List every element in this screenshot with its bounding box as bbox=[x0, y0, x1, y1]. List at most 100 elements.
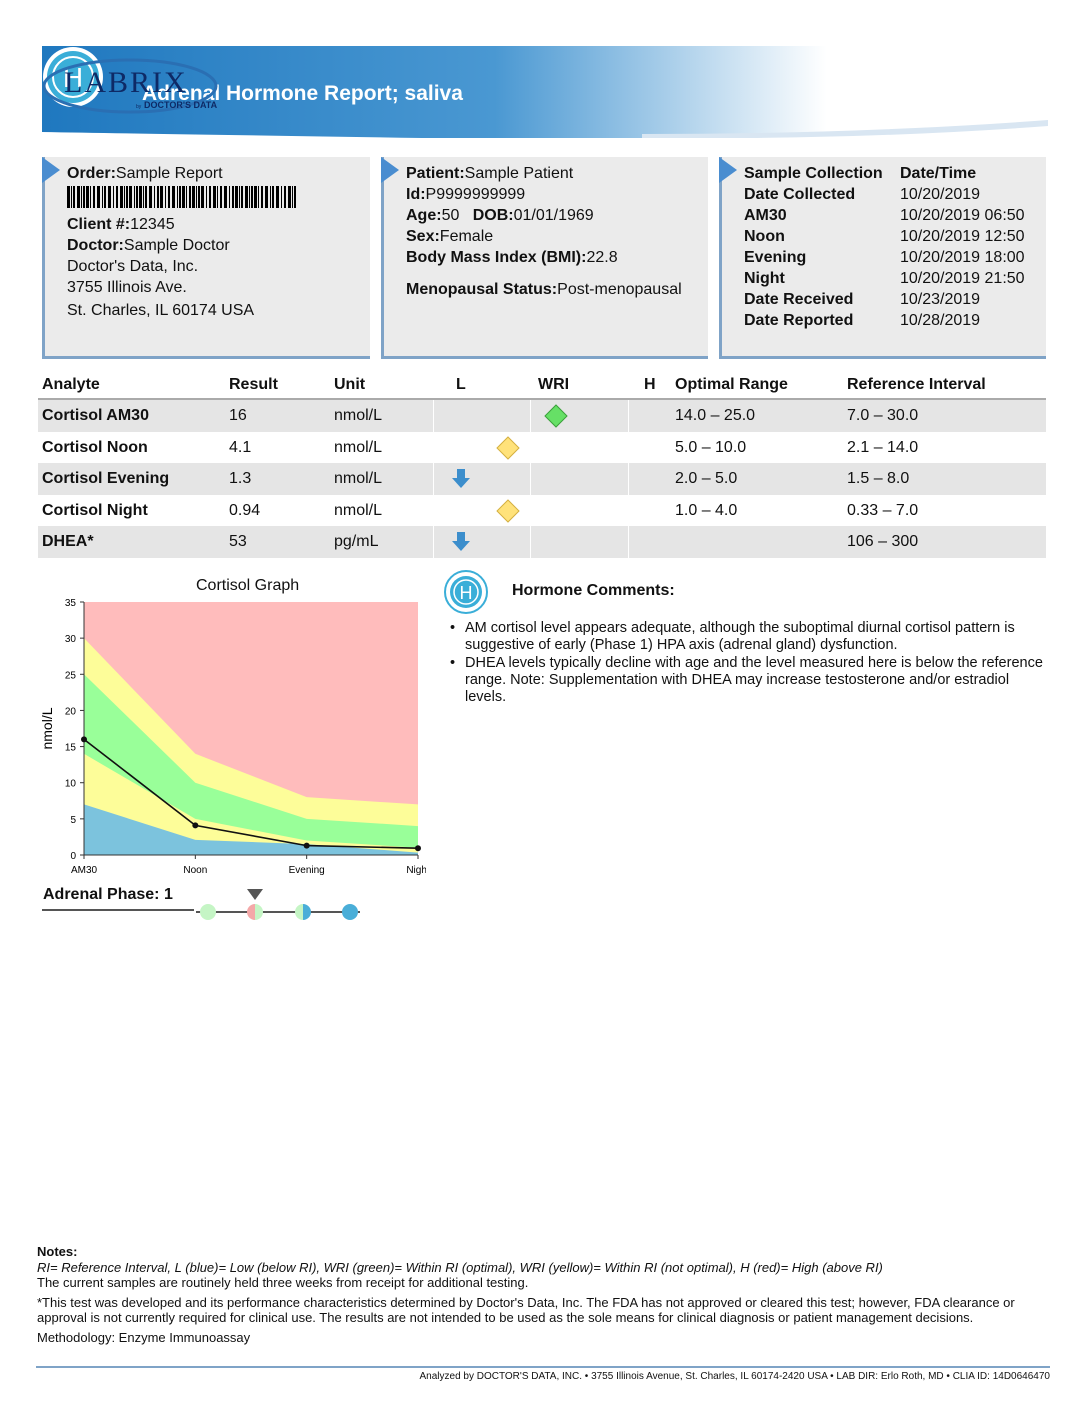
collection-row-value: 10/20/2019 bbox=[900, 186, 981, 203]
svg-text:DOCTOR'S DATA: DOCTOR'S DATA bbox=[144, 100, 218, 110]
bmi-label: Body Mass Index (BMI): bbox=[406, 249, 587, 266]
phase-dot-1 bbox=[247, 904, 263, 920]
doctor-value: Sample Doctor bbox=[123, 237, 230, 254]
cell-optimal-range: 1.0 – 4.0 bbox=[675, 501, 738, 519]
cell-optimal-range: 14.0 – 25.0 bbox=[675, 407, 756, 424]
patient-value: Sample Patient bbox=[464, 165, 574, 182]
y-tick-label: 5 bbox=[70, 815, 76, 826]
age-value: 50 bbox=[441, 207, 460, 224]
collection-row-value: 10/20/2019 12:50 bbox=[900, 228, 1025, 245]
cell-optimal-range: 5.0 – 10.0 bbox=[675, 438, 747, 456]
x-tick-label: Evening bbox=[289, 865, 325, 876]
comments-title: Hormone Comments: bbox=[512, 582, 675, 599]
adrenal-phase-value: 1 bbox=[163, 886, 173, 903]
cell-reference-interval: 106 – 300 bbox=[847, 533, 919, 550]
col-header-analyte: Analyte bbox=[42, 376, 100, 393]
svg-text:LABRIX: LABRIX bbox=[64, 66, 188, 99]
table-row: Cortisol Noon 4.1 nmol/L 5.0 – 10.0 2.1 – 14… bbox=[38, 431, 1046, 463]
menopausal-label: Menopausal Status: bbox=[406, 281, 558, 298]
collection-row-label: Date Reported bbox=[744, 312, 854, 329]
table-row: Cortisol Night 0.94 nmol/L 1.0 – 4.0 0.33 – … bbox=[38, 494, 1046, 526]
table-row: DHEA* 53 pg/mL 106 – 300 bbox=[38, 526, 1046, 558]
col-header-wri: WRI bbox=[538, 376, 570, 393]
order-barcode bbox=[67, 186, 296, 208]
phase-dot-3 bbox=[342, 904, 358, 920]
collection-header-label: Sample Collection bbox=[744, 165, 883, 182]
banner-background bbox=[42, 46, 1048, 138]
cell-result: 4.1 bbox=[229, 438, 252, 456]
cell-optimal-range: 2.0 – 5.0 bbox=[675, 470, 738, 487]
panel-flag-icon bbox=[381, 157, 399, 183]
wri-green-diamond-icon bbox=[544, 404, 568, 428]
wri-yellow-diamond-icon bbox=[496, 498, 520, 523]
col-header-reference-interval: Reference Interval bbox=[847, 376, 986, 393]
y-tick-label: 35 bbox=[65, 598, 77, 609]
svg-text:H: H bbox=[63, 62, 83, 93]
cell-reference-interval: 7.0 – 30.0 bbox=[847, 407, 919, 424]
collection-row-label: AM30 bbox=[744, 207, 787, 224]
column-separator bbox=[530, 463, 531, 495]
y-tick-label: 15 bbox=[65, 743, 77, 754]
adrenal-phase-scale bbox=[196, 889, 360, 920]
panel-flag-icon bbox=[719, 157, 737, 183]
series-point bbox=[303, 842, 310, 849]
collection-row-label: Evening bbox=[744, 249, 807, 266]
notes-section: Notes: RI= Reference Interval, L (blue)=… bbox=[37, 1244, 1047, 1345]
cell-reference-interval: 0.33 – 7.0 bbox=[847, 501, 919, 519]
cell-analyte: DHEA* bbox=[42, 533, 94, 550]
adrenal-phase: Adrenal Phase: 1 bbox=[43, 886, 173, 904]
column-separator bbox=[530, 494, 531, 526]
client-label: Client #: bbox=[67, 216, 131, 233]
dob-label: DOB: bbox=[472, 207, 514, 224]
band-low bbox=[84, 804, 418, 855]
y-tick-label: 20 bbox=[65, 706, 77, 717]
id-label: Id: bbox=[406, 186, 426, 203]
column-separator bbox=[628, 463, 629, 495]
collection-row-value: 10/20/2019 06:50 bbox=[900, 207, 1025, 224]
patient-panel: Patient:Sample Patient Id:P9999999999 Ag… bbox=[381, 157, 708, 359]
results-table: Analyte Result Unit L WRI H Optimal Rang… bbox=[38, 370, 1046, 558]
header-banner: H Adrenal Hormone Report; saliva LABRIX … bbox=[42, 46, 1048, 138]
client-value: 12345 bbox=[130, 216, 175, 233]
id-value: P9999999999 bbox=[425, 186, 526, 203]
column-separator bbox=[433, 526, 434, 558]
wri-yellow-diamond-icon bbox=[496, 435, 520, 460]
cell-reference-interval: 2.1 – 14.0 bbox=[847, 438, 919, 456]
column-separator bbox=[628, 526, 629, 558]
collection-row-label: Date Received bbox=[744, 291, 854, 308]
notes-methodology: Methodology: Enzyme Immunoassay bbox=[37, 1329, 251, 1345]
notes-title: Notes: bbox=[37, 1244, 78, 1259]
labrix-logo: LABRIX by DOCTOR'S DATA bbox=[42, 58, 218, 114]
col-header-optimal-range: Optimal Range bbox=[675, 376, 788, 393]
cell-result: 53 bbox=[229, 533, 247, 550]
svg-text:by: by bbox=[136, 104, 142, 110]
collection-panel: Sample Collection Date/Time Date Collect… bbox=[719, 157, 1046, 359]
dob-value: 01/01/1969 bbox=[513, 207, 594, 224]
cell-reference-interval: 1.5 – 8.0 bbox=[847, 470, 910, 487]
footer: Analyzed by DOCTOR'S DATA, INC. • 3755 I… bbox=[419, 1371, 1051, 1382]
adrenal-phase-label: Adrenal Phase: bbox=[43, 886, 160, 903]
y-tick-label: 10 bbox=[65, 779, 77, 790]
cell-result: 1.3 bbox=[229, 470, 252, 487]
series-point bbox=[81, 736, 87, 743]
sex-value: Female bbox=[439, 228, 494, 245]
column-separator bbox=[433, 494, 434, 526]
column-separator bbox=[433, 400, 434, 432]
collection-row-value: 10/23/2019 bbox=[900, 291, 981, 308]
low-down-arrow-icon bbox=[452, 532, 470, 551]
col-header-low: L bbox=[456, 376, 466, 393]
col-header-unit: Unit bbox=[334, 376, 366, 393]
column-separator bbox=[530, 400, 531, 432]
series-line bbox=[83, 738, 419, 850]
adrenal-phase-underline bbox=[42, 909, 194, 911]
cell-analyte: Cortisol Night bbox=[42, 501, 148, 519]
patient-label: Patient: bbox=[406, 165, 465, 182]
column-separator bbox=[628, 494, 629, 526]
band-within-lower bbox=[84, 753, 418, 855]
collection-table: Sample Collection Date/Time Date Collect… bbox=[744, 163, 1025, 331]
notes-legend: RI= Reference Interval, L (blue)= Low (b… bbox=[37, 1259, 883, 1275]
results-header-row: Analyte Result Unit L WRI H Optimal Rang… bbox=[38, 370, 1046, 400]
col-header-result: Result bbox=[229, 376, 278, 393]
column-separator bbox=[530, 526, 531, 558]
age-label: Age: bbox=[406, 207, 442, 224]
